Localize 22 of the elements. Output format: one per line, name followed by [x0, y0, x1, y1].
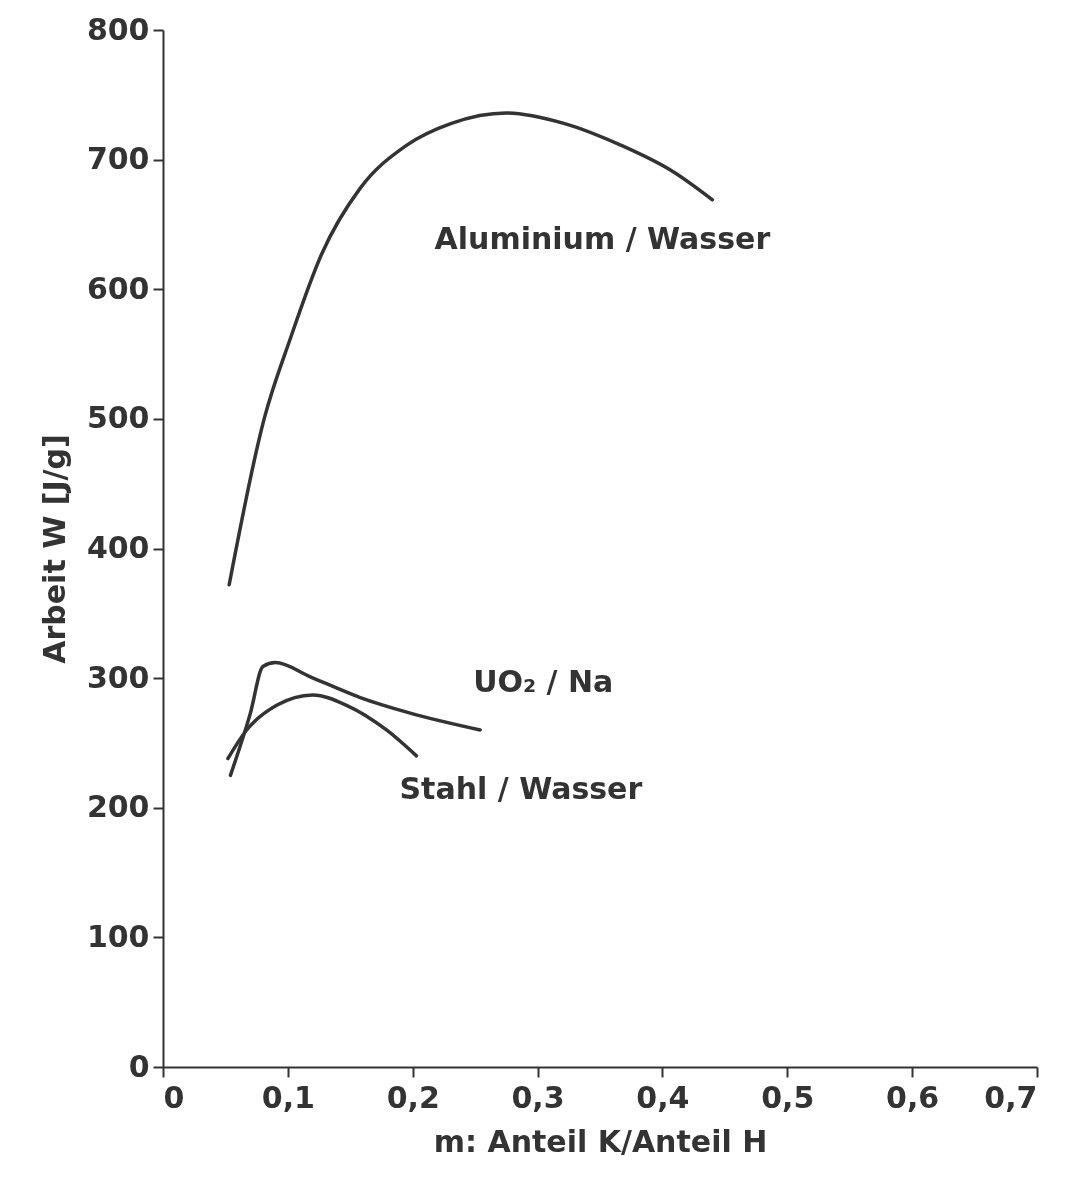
x-tick-label: 0,7 — [984, 1079, 1038, 1115]
series-label: Stahl / Wasser — [399, 770, 643, 806]
x-tick-label: 0,1 — [261, 1079, 315, 1115]
y-tick-label: 300 — [86, 659, 150, 695]
y-axis-title: Arbeit W [J/g] — [36, 434, 72, 664]
y-tick-label: 700 — [86, 141, 150, 177]
x-axis-title: m: Anteil K/Anteil H — [433, 1123, 768, 1159]
y-tick-label: 0 — [128, 1048, 150, 1084]
y-tick-label: 500 — [86, 400, 150, 436]
series-label: UO₂ / Na — [473, 663, 614, 699]
y-tick-label: 800 — [86, 11, 150, 47]
x-tick-label: 0,5 — [761, 1079, 815, 1115]
y-tick-label: 200 — [86, 789, 150, 825]
x-tick-label: 0,4 — [636, 1079, 690, 1115]
x-tick-label: 0,2 — [386, 1079, 440, 1115]
x-tick-label: 0,6 — [886, 1079, 940, 1115]
y-tick-label: 400 — [86, 530, 150, 565]
y-tick-label: 600 — [86, 270, 150, 306]
y-tick-label: 100 — [86, 918, 150, 954]
x-tick-label: 0 — [163, 1079, 185, 1115]
text: Aluminium / Wasser — [434, 220, 771, 256]
x-tick-label: 0,3 — [511, 1079, 565, 1115]
